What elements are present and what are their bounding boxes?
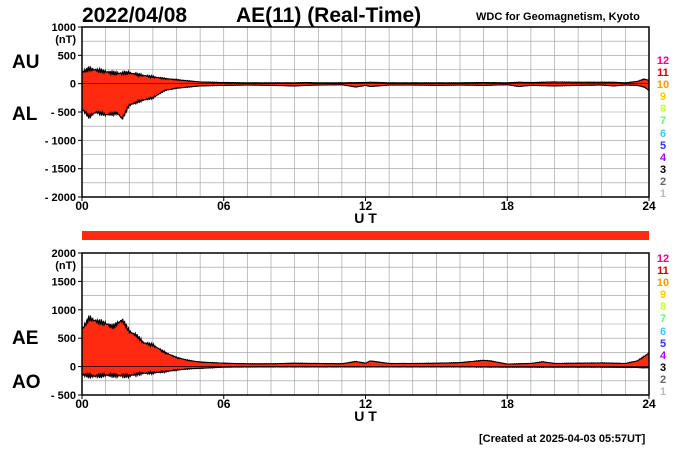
legend-item: 2 bbox=[659, 373, 667, 386]
x-tick-label: 00 bbox=[75, 397, 89, 411]
date-label: 2022/04/08 bbox=[82, 4, 188, 27]
legend-bottom: 12 11 10 9 8 7 6 5 4 3 2 1 bbox=[652, 253, 674, 398]
legend-item: 7 bbox=[659, 115, 667, 128]
legend-item: 1 bbox=[659, 188, 667, 201]
legend-item: 10 bbox=[656, 79, 670, 92]
x-tick-label: 24 bbox=[642, 199, 656, 213]
series-line-au bbox=[81, 65, 650, 84]
legend-item: 9 bbox=[659, 91, 667, 104]
legend-item: 11 bbox=[657, 265, 669, 278]
y-tick-label: 1500 bbox=[52, 276, 76, 288]
x-tick-label: 12 bbox=[359, 199, 373, 213]
x-tick-label: 18 bbox=[501, 397, 515, 411]
y-axis-unit: (nT) bbox=[55, 260, 76, 272]
created-timestamp: [Created at 2025-04-03 05:57UT] bbox=[479, 433, 646, 445]
separator-bar bbox=[82, 231, 649, 240]
legend-item: 3 bbox=[659, 163, 667, 176]
series-area-bottom bbox=[82, 315, 649, 379]
y-tick-label: - 500 bbox=[51, 107, 76, 119]
x-tick-label: 18 bbox=[501, 199, 515, 213]
panel-au-al: 1000 500 0 - 500 - 1000 - 1500 - 2000 (nT) 00 06 1… bbox=[45, 22, 656, 226]
legend-item: 12 bbox=[656, 55, 670, 67]
legend-item: 9 bbox=[659, 289, 667, 302]
panel-ae-ao: 2000 1500 1000 500 0 - 500 (nT) 00 06 12 18 24 U T bbox=[51, 248, 656, 424]
legend-item: 5 bbox=[659, 139, 667, 152]
series-line-ae bbox=[81, 314, 650, 365]
y-tick-label: - 1000 bbox=[45, 135, 76, 147]
legend-item: 8 bbox=[659, 301, 667, 314]
legend-item: 8 bbox=[659, 103, 667, 116]
legend-item: 3 bbox=[659, 361, 667, 374]
x-tick-label: 12 bbox=[359, 397, 373, 411]
legend-item: 1 bbox=[659, 386, 667, 399]
legend-item: 4 bbox=[659, 349, 667, 362]
series-line-ao bbox=[81, 366, 650, 380]
legend-item: 5 bbox=[659, 337, 667, 350]
legend-item: 12 bbox=[656, 253, 670, 265]
y-tick-label: 500 bbox=[58, 50, 76, 62]
panel-label-au: AU bbox=[12, 52, 40, 73]
y-tick-label: 1000 bbox=[52, 305, 76, 317]
panel-label-al: AL bbox=[12, 104, 38, 125]
source-label: WDC for Geomagnetism, Kyoto bbox=[476, 11, 640, 23]
legend-item: 10 bbox=[656, 277, 670, 290]
x-tick-label: 06 bbox=[217, 199, 231, 213]
y-tick-label: 500 bbox=[58, 333, 76, 345]
x-tick-label: 24 bbox=[642, 397, 656, 411]
legend-item: 4 bbox=[659, 151, 667, 164]
x-axis-label: U T bbox=[354, 408, 377, 424]
y-tick-label: - 500 bbox=[51, 390, 76, 402]
legend-item: 7 bbox=[659, 313, 667, 326]
legend-item: 6 bbox=[659, 127, 667, 140]
series-line-al bbox=[81, 84, 650, 120]
legend-item: 11 bbox=[657, 67, 669, 80]
y-tick-label: 0 bbox=[70, 79, 76, 91]
legend-item: 2 bbox=[659, 175, 667, 188]
y-tick-label: 2000 bbox=[52, 248, 76, 260]
y-tick-label: - 1500 bbox=[45, 164, 76, 176]
panel-label-ao: AO bbox=[12, 372, 41, 393]
y-tick-label: - 2000 bbox=[45, 192, 76, 204]
y-tick-label: 1000 bbox=[52, 22, 76, 34]
legend-top: 12 11 10 9 8 7 6 5 4 3 2 1 bbox=[652, 55, 674, 200]
chart-title: AE(11) (Real-Time) bbox=[236, 4, 422, 27]
x-tick-label: 00 bbox=[75, 199, 89, 213]
y-tick-label: 0 bbox=[70, 362, 76, 374]
panel-label-ae: AE bbox=[12, 328, 39, 349]
y-axis-unit: (nT) bbox=[55, 34, 76, 46]
legend-item: 6 bbox=[659, 325, 667, 338]
x-tick-label: 06 bbox=[217, 397, 231, 411]
x-axis-label: U T bbox=[354, 210, 377, 226]
